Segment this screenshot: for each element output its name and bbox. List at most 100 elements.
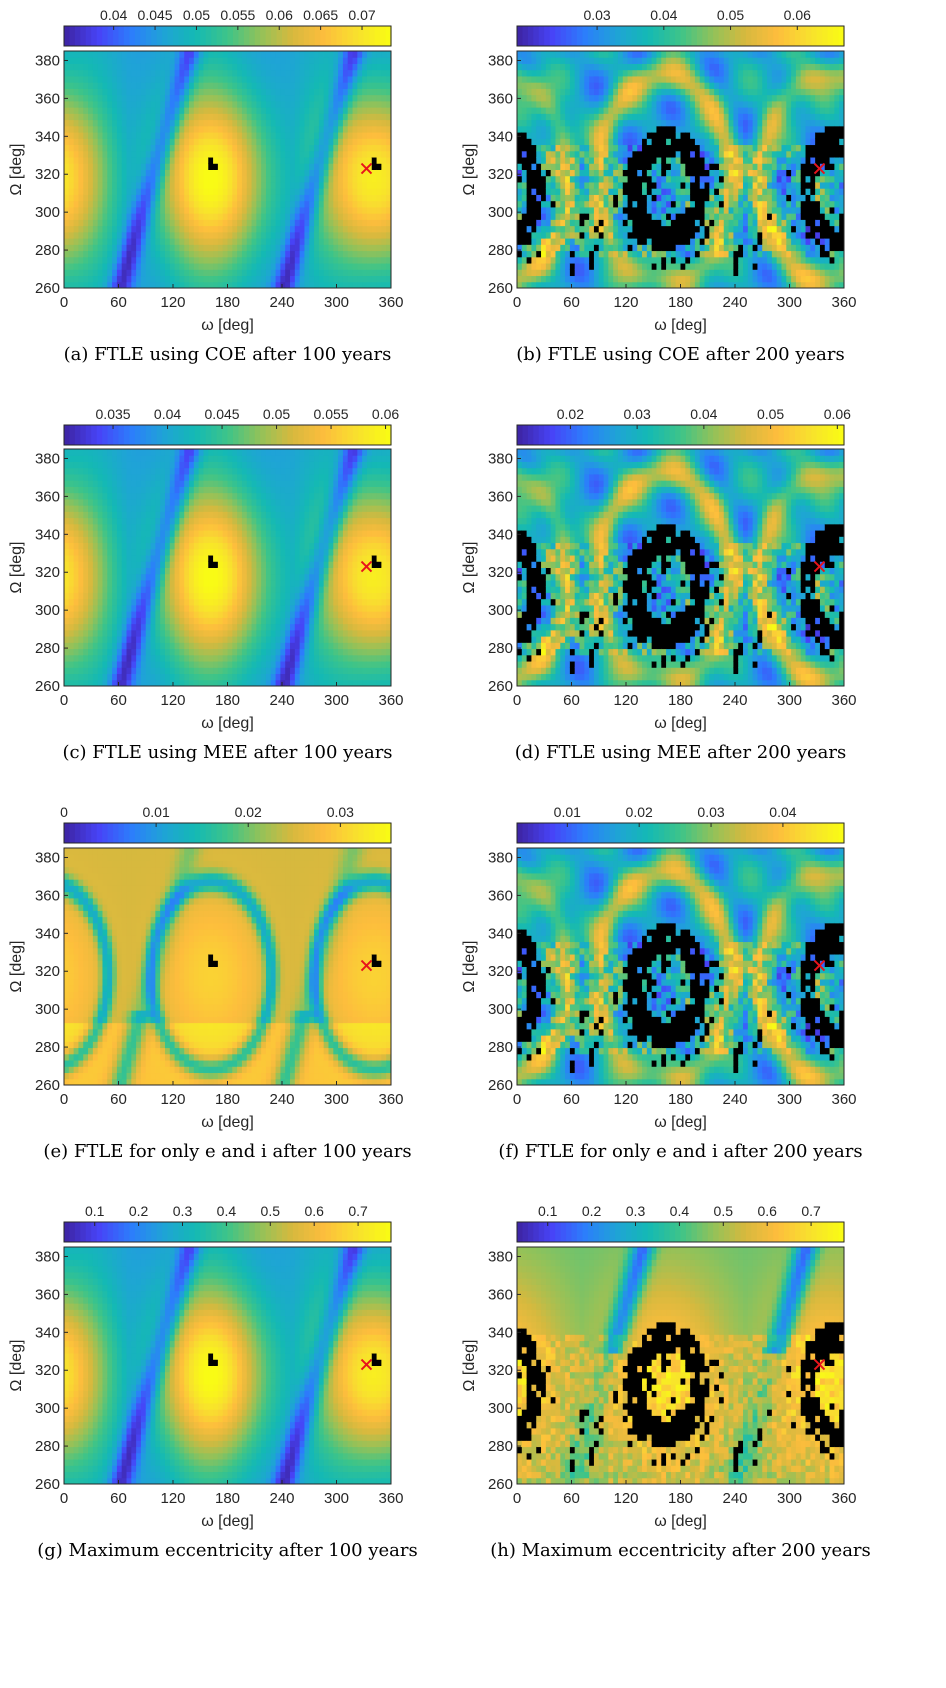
heatmap-cell [121,281,128,289]
heatmap-cell [285,132,291,139]
heatmap-cell [569,194,576,202]
heatmap-cell [376,69,382,77]
heatmap-cell [569,82,576,89]
heatmap-cell [304,132,310,139]
heatmap-cell [126,269,132,277]
heatmap-cell [217,275,224,283]
heatmap-cell [536,175,542,183]
heatmap-cell [757,269,763,277]
colorbar-swatch [620,26,627,46]
heatmap-cell [545,281,552,289]
heatmap-cell [733,219,739,227]
heatmap-cell [136,231,142,239]
heatmap-cell [637,51,643,58]
heatmap-cell [179,69,185,77]
heatmap-cell [381,263,387,270]
heatmap-cell [131,175,137,183]
heatmap-cell [381,281,387,289]
heatmap-cell [584,57,590,64]
heatmap-cell [121,107,128,114]
heatmap-cell [126,119,132,127]
heatmap-cell [704,256,710,264]
heatmap-cell [762,75,768,83]
heatmap-cell [217,125,224,133]
heatmap-cell [318,213,325,220]
heatmap-cell [333,175,339,183]
colorbar-swatch [713,26,720,46]
heatmap-cell [237,194,243,202]
heatmap-cell [603,188,609,195]
heatmap-cell [541,244,547,252]
heatmap-cell [318,57,325,64]
heatmap-cell [347,119,354,127]
heatmap-cell [116,250,123,258]
heatmap-cell [150,138,156,146]
heatmap-cell [92,132,99,139]
heatmap-cell [680,188,686,195]
heatmap-cell [261,82,267,89]
heatmap-cell [299,169,305,177]
heatmap-cell [107,113,113,121]
heatmap-cell [285,188,291,195]
heatmap-cell [642,200,648,208]
heatmap-cell [227,244,233,252]
heatmap-cell [227,188,233,195]
heatmap-cell [718,51,725,58]
heatmap-cell [598,225,605,233]
heatmap-cell [208,244,214,252]
heatmap-cell [136,238,142,245]
heatmap-cell [776,169,782,177]
heatmap-cell [68,250,75,258]
heatmap-cell [338,194,344,202]
heatmap-cell [376,194,382,202]
heatmap-cell [699,231,706,239]
heatmap-cell [198,181,204,189]
heatmap-cell [314,175,320,183]
heatmap-cell [232,119,238,127]
heatmap-cell [275,113,281,121]
heatmap-cell [179,63,185,71]
heatmap-cell [690,88,696,96]
heatmap-cell [743,88,749,96]
heatmap-cell [661,82,667,89]
heatmap-cell [160,138,166,146]
heatmap-cell [632,75,638,83]
heatmap-cell [241,231,248,239]
heatmap-cell [603,138,609,146]
heatmap-cell [309,250,315,258]
heatmap-cell [608,132,614,139]
heatmap-cell [608,181,614,189]
heatmap-cell [714,275,720,283]
heatmap-cell [323,69,329,77]
heatmap-cell [541,181,547,189]
heatmap-cell [565,125,571,133]
heatmap-cell [714,269,720,277]
heatmap-cell [550,100,556,108]
colorbar-swatch [527,26,534,46]
heatmap-cell [646,119,653,127]
heatmap-cell [565,275,571,283]
heatmap-cell [386,150,392,158]
heatmap-cell [338,157,344,164]
heatmap-cell [646,219,653,227]
heatmap-cell [294,75,301,83]
heatmap-cell [251,150,257,158]
heatmap-cell [685,181,691,189]
heatmap-cell [589,238,595,245]
colorbar-swatch [664,26,671,46]
heatmap-cell [536,200,542,208]
heatmap-cell [333,125,339,133]
heatmap-cell [690,144,696,152]
heatmap-cell [569,125,576,133]
heatmap-cell [299,163,305,170]
heatmap-cell [256,206,262,214]
heatmap-cell [536,144,542,152]
heatmap-cell [728,125,734,133]
heatmap-cell [560,275,566,283]
heatmap-cell [97,194,103,202]
heatmap-cell [589,94,595,102]
heatmap-cell [381,194,387,202]
heatmap-cell [376,138,382,146]
heatmap-cell [323,169,329,177]
heatmap-cell [217,194,224,202]
